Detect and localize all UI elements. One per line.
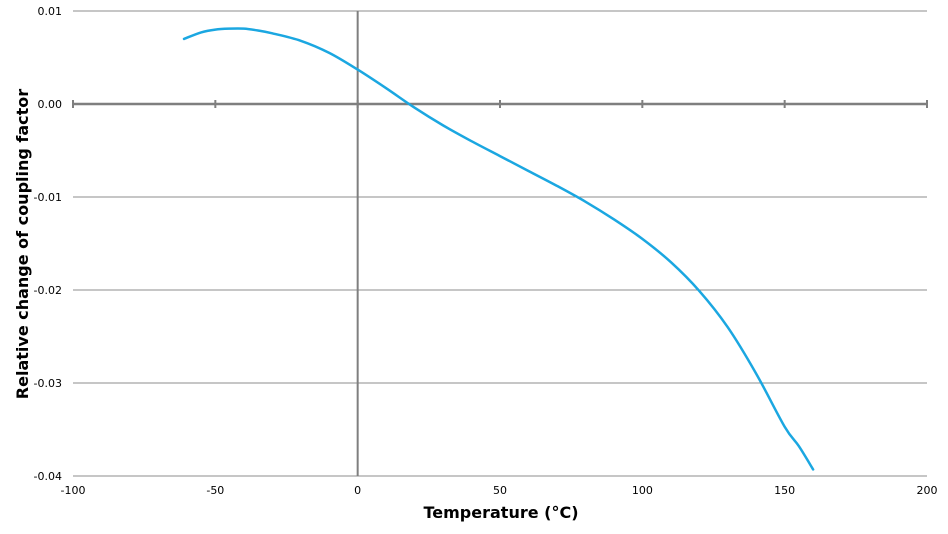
- x-tick-label: -50: [206, 484, 224, 497]
- x-tick-label: 200: [917, 484, 938, 497]
- y-tick-label: 0.00: [38, 98, 63, 111]
- x-tick-label: -100: [61, 484, 86, 497]
- x-tick-label: 100: [632, 484, 653, 497]
- y-axis-title: Relative change of coupling factor: [13, 89, 32, 399]
- x-tick-labels: -100 -50 0 50 100 150 200: [61, 484, 938, 497]
- y-tick-labels: 0.01 0.00 -0.01 -0.02 -0.03 -0.04: [34, 5, 62, 483]
- y-tick-label: 0.01: [38, 5, 63, 18]
- y-tick-label: -0.01: [34, 191, 62, 204]
- axes: [73, 11, 927, 476]
- x-tick-label: 0: [354, 484, 361, 497]
- x-tick-label: 50: [493, 484, 507, 497]
- grid-lines: [73, 10, 927, 477]
- series-line: [182, 27, 815, 471]
- x-axis-title: Temperature (°C): [423, 503, 578, 522]
- x-tick-label: 150: [774, 484, 795, 497]
- axis-ticks: [72, 100, 928, 108]
- y-tick-label: -0.04: [34, 470, 62, 483]
- series-layer: [182, 27, 815, 471]
- y-tick-label: -0.02: [34, 284, 62, 297]
- y-tick-label: -0.03: [34, 377, 62, 390]
